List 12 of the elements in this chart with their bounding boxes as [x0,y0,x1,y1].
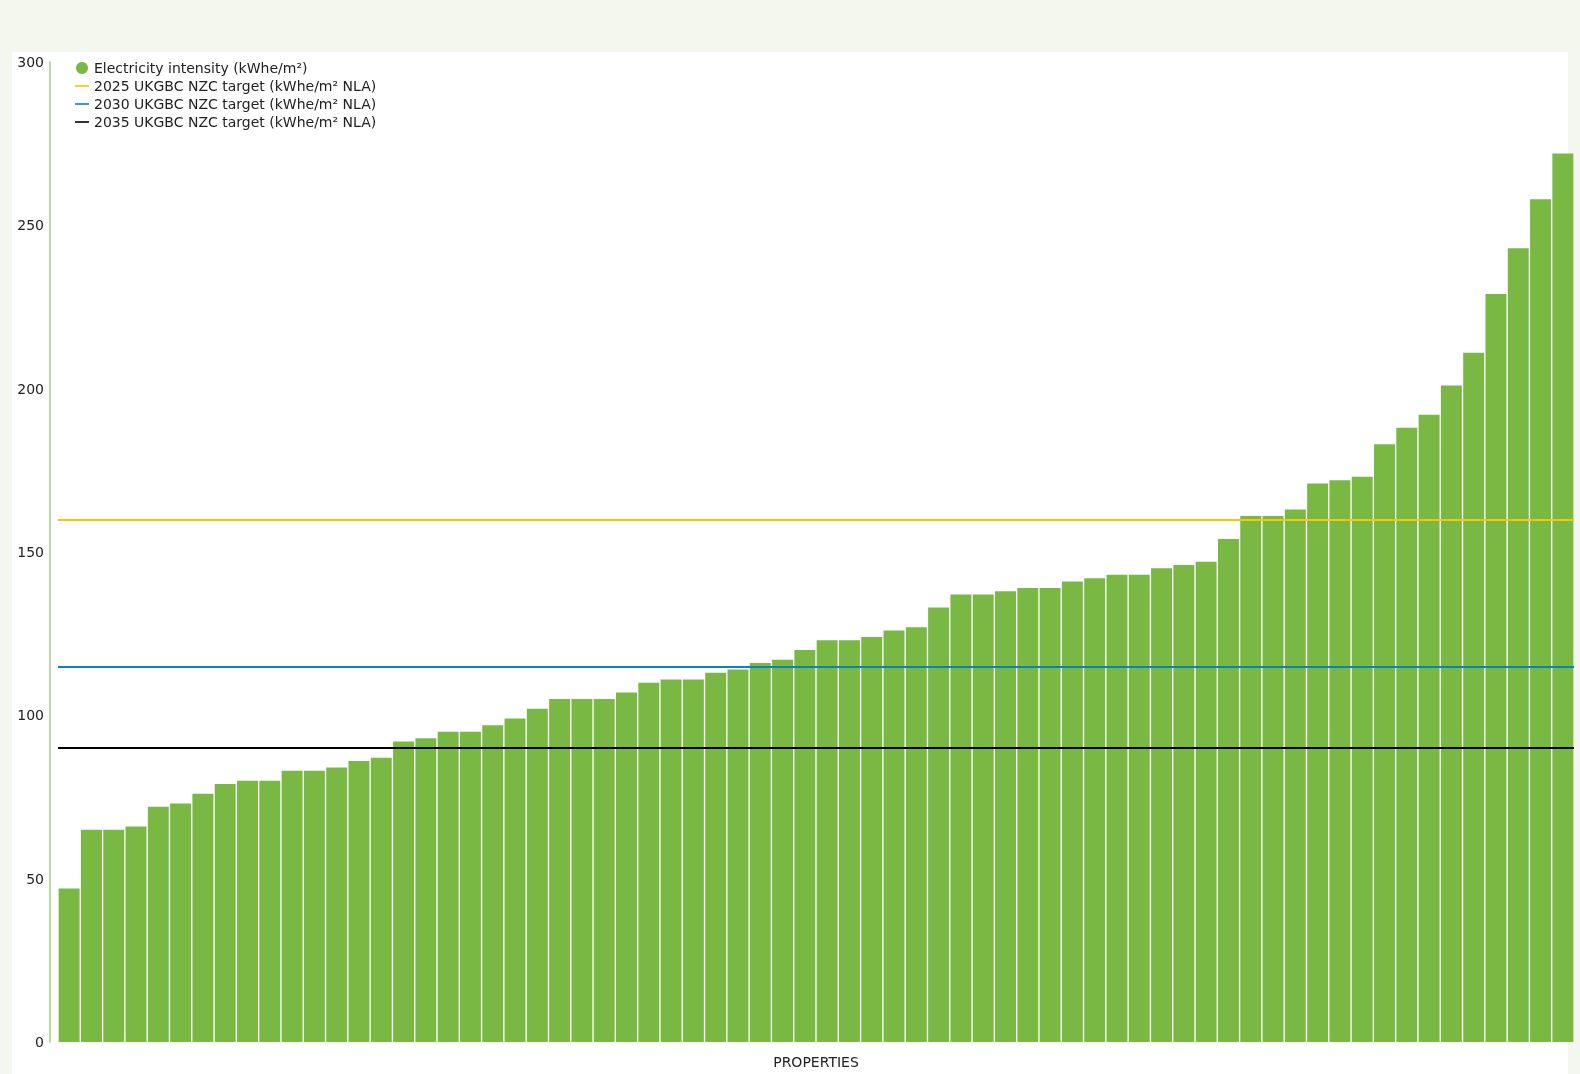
y-tick-label: 100 [17,707,44,724]
x-axis-title: PROPERTIES [773,1054,859,1070]
legend-label: 2035 UKGBC NZC target (kWhe/m² NLA) [94,114,377,130]
legend-label: Electricity intensity (kWhe/m²) [94,60,308,76]
legend-label: 2030 UKGBC NZC target (kWhe/m² NLA) [94,96,377,112]
y-tick-label: 50 [26,870,44,887]
legend-label: 2025 UKGBC NZC target (kWhe/m² NLA) [94,78,377,94]
y-tick-label: 250 [17,217,44,234]
y-tick-label: 150 [17,544,44,560]
y-tick-label: 200 [17,380,44,397]
y-tick-label: 300 [17,54,44,70]
y-tick-label: 0 [35,1034,44,1050]
